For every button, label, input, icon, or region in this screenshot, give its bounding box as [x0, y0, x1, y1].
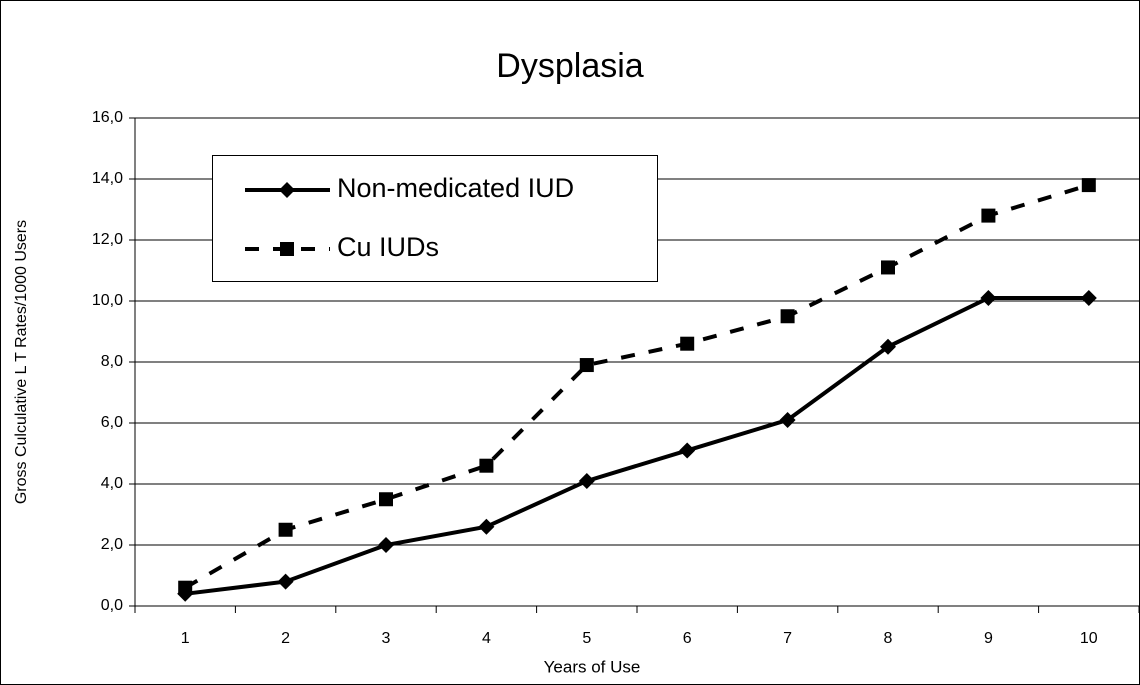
- x-tick-label: 7: [783, 630, 792, 647]
- marker: [279, 182, 295, 198]
- x-tick-label: 10: [1080, 630, 1098, 647]
- x-tick-label: 3: [382, 630, 391, 647]
- y-tick-label: 10,0: [92, 292, 123, 309]
- x-tick-label: 6: [683, 630, 692, 647]
- x-tick-label: 2: [281, 630, 290, 647]
- x-tick-label: 1: [181, 630, 190, 647]
- y-tick-label: 2,0: [101, 536, 123, 553]
- x-tick-label: 4: [482, 630, 491, 647]
- y-tick-label: 6,0: [101, 414, 123, 431]
- x-tick-label: 9: [984, 630, 993, 647]
- marker: [277, 573, 294, 590]
- marker: [779, 411, 796, 428]
- marker: [981, 208, 996, 223]
- marker: [980, 289, 997, 306]
- y-tick-label: 14,0: [92, 170, 123, 187]
- marker: [479, 458, 494, 473]
- marker: [880, 338, 896, 355]
- y-tick-label: 0,0: [101, 597, 123, 614]
- marker: [1080, 289, 1097, 306]
- marker: [280, 242, 294, 256]
- x-tick-label: 8: [884, 630, 893, 647]
- y-tick-label: 4,0: [101, 475, 123, 492]
- marker: [679, 442, 696, 459]
- legend-label: Cu IUDs: [337, 232, 439, 262]
- marker: [178, 580, 193, 595]
- marker: [478, 518, 495, 535]
- y-tick-label: 8,0: [101, 353, 123, 370]
- marker: [881, 260, 895, 275]
- chart-title: Dysplasia: [496, 47, 643, 85]
- x-axis-label: Years of Use: [544, 657, 641, 676]
- marker: [680, 336, 695, 351]
- marker: [378, 537, 394, 553]
- legend-label: Non-medicated IUD: [337, 173, 574, 203]
- x-tick-label: 5: [582, 630, 591, 647]
- marker: [579, 358, 594, 373]
- series-line: [184, 295, 1089, 596]
- y-axis-label: Gross Culculative L T Rates/1000 Users: [13, 220, 30, 504]
- legend: Non-medicated IUD Cu IUDs: [212, 155, 658, 282]
- marker: [1081, 178, 1096, 193]
- legend-box: [212, 155, 658, 282]
- marker: [780, 309, 795, 324]
- y-tick-label: 16,0: [92, 109, 123, 126]
- series-line: [184, 183, 1090, 590]
- marker: [379, 492, 393, 507]
- marker: [278, 522, 293, 537]
- marker: [578, 472, 595, 489]
- y-tick-label: 12,0: [92, 231, 123, 248]
